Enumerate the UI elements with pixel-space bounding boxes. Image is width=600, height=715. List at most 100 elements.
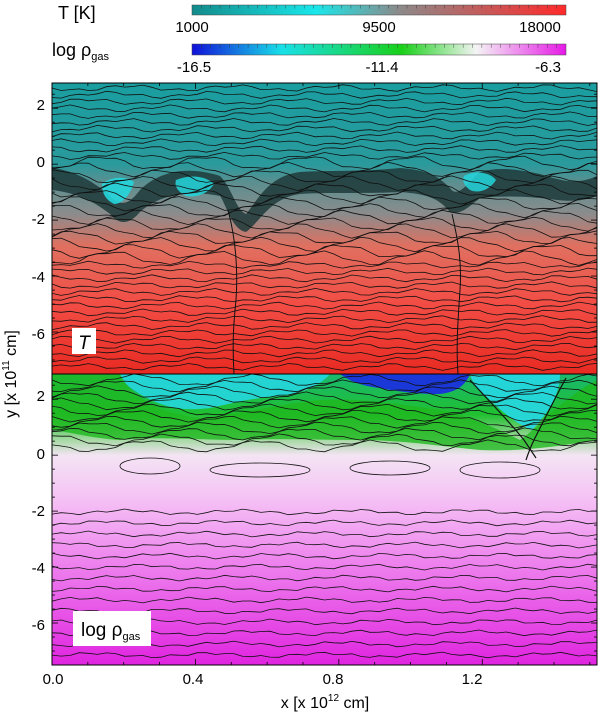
temperature-contour (52, 104, 597, 113)
temperature-plume-2 (451, 213, 461, 374)
density-contour (52, 374, 597, 387)
y-axis-label-tail: cm] (3, 330, 20, 360)
density-contour (52, 552, 597, 560)
temperature-contour (52, 295, 597, 303)
density-inset-label: log ρgas (81, 620, 141, 643)
temperature-inset-box (72, 328, 96, 354)
density-contour (52, 563, 597, 571)
xtick-0-8: 0.8 (323, 671, 344, 688)
density-inset-label-sub: gas (122, 631, 140, 643)
temperature-ytick-m6: -6 (32, 326, 45, 343)
temperature-ytick-0: 0 (37, 154, 45, 171)
density-ytick-m6: -6 (32, 617, 45, 634)
temperature-y-axis: 2 0 -2 -4 -6 (32, 97, 45, 343)
density-green-layer (52, 374, 597, 451)
temperature-contour (52, 131, 597, 140)
temperature-contour (52, 267, 597, 276)
xtick-1-2: 1.2 (462, 671, 483, 688)
temperature-contour (52, 301, 597, 310)
y-axis-label-exp: 11 (1, 360, 12, 371)
temperature-contour (52, 315, 597, 324)
colorbar-density: log ρgas -16.5 -11.4 -6.3 (52, 40, 567, 76)
colorbar-temperature-label: T [K] (58, 3, 96, 23)
density-contour (52, 391, 597, 405)
density-inset-box (73, 611, 151, 646)
temperature-contour (52, 189, 597, 205)
temperature-inset: T (72, 328, 96, 354)
temperature-contour (52, 124, 597, 133)
density-ytick-0: 0 (37, 446, 45, 463)
density-contour (52, 651, 597, 659)
temperature-contour (52, 356, 597, 364)
colorbar-density-label-sub: gas (91, 51, 109, 63)
xtick-0-4: 0.4 (183, 671, 204, 688)
density-cyan-pocket-right (470, 374, 560, 430)
density-blue-pocket (340, 374, 470, 394)
density-contour-loop (459, 461, 541, 479)
temperature-contour (52, 90, 597, 99)
temperature-inset-label: T (78, 333, 91, 354)
temperature-ytick-m2: -2 (32, 211, 45, 228)
density-shock-line-2 (525, 377, 567, 461)
density-contour (52, 385, 597, 399)
temperature-contour (52, 138, 597, 147)
temperature-contour (52, 274, 597, 283)
xtick-0: 0.0 (43, 671, 64, 688)
density-contour (52, 379, 597, 393)
temperature-contour (52, 250, 597, 266)
temperature-contour (52, 84, 597, 92)
colorbar-density-tick-mid: -11.4 (365, 59, 398, 76)
temperature-contour (52, 155, 597, 171)
colorbar-density-label: log ρgas (52, 40, 110, 63)
density-contour (52, 439, 597, 453)
temperature-contour (52, 209, 597, 226)
temperature-contour (52, 329, 597, 337)
colorbar-temperature-tick-max: 18000 (519, 19, 561, 36)
temperature-contour (52, 287, 597, 296)
temperature-contour (52, 335, 597, 344)
density-contour (52, 409, 597, 423)
temperature-cyan-eddy-center (175, 176, 214, 197)
density-contour (52, 415, 597, 429)
density-y-axis: 2 0 -2 -4 -6 (32, 388, 45, 634)
colorbar-density-tick-min: -16.5 (177, 59, 211, 76)
density-contour (52, 508, 597, 516)
temperature-contour (52, 343, 597, 351)
temperature-plume-1 (227, 209, 238, 374)
y-axis-label: y [x 1011 cm] (1, 330, 20, 418)
density-contour (52, 541, 597, 549)
density-inset: log ρgas (73, 611, 151, 646)
temperature-contour (52, 175, 597, 191)
x-axis-label: x [x 1012 cm] (281, 693, 369, 712)
density-inset-label-main: log ρ (81, 620, 123, 641)
temperature-contour (52, 308, 597, 317)
density-panel-frame (51, 373, 598, 666)
density-panel (52, 374, 597, 665)
density-contour (52, 530, 597, 538)
temperature-contour (52, 260, 597, 269)
density-ytick-2: 2 (37, 388, 45, 405)
density-contour-loop (119, 457, 181, 475)
density-ytick-m2: -2 (32, 503, 45, 520)
colorbar-density-label-main: log ρ (52, 40, 91, 60)
temperature-ytick-2: 2 (37, 97, 45, 114)
temperature-contour (52, 216, 597, 232)
colorbar-temperature: T [K] 1000 9500 18000 (58, 3, 567, 36)
temperature-field (52, 83, 597, 374)
temperature-contour (52, 363, 597, 371)
density-contour-loop (349, 460, 431, 476)
y-axis-label-main: y [x 10 (3, 371, 20, 418)
density-contour (52, 585, 597, 593)
temperature-contour (52, 281, 597, 289)
density-shock-line-1 (469, 379, 537, 459)
temperature-contour (52, 236, 597, 253)
density-ytick-m4: -4 (32, 560, 45, 577)
temperature-ytick-m4: -4 (32, 269, 45, 286)
density-contour (52, 421, 597, 435)
x-axis-label-tail: cm] (339, 695, 369, 712)
density-contour (52, 397, 597, 411)
density-contour (52, 574, 597, 582)
density-contour-loop (209, 462, 311, 478)
density-contour (52, 596, 597, 604)
